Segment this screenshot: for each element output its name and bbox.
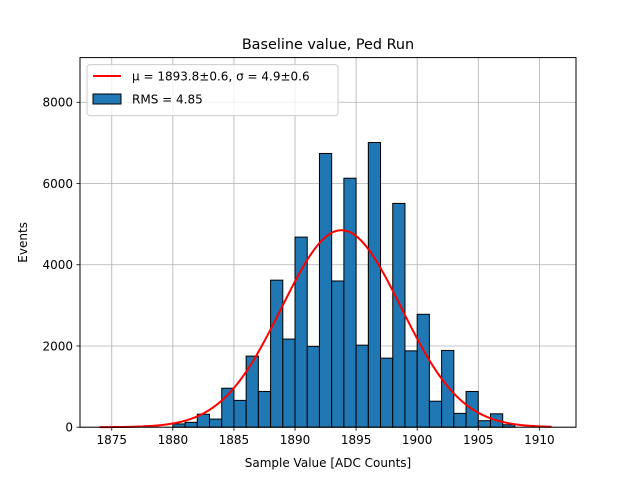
histogram-bar: [428, 400, 443, 428]
y-tick-layer: 0 2000 4000 6000 8000: [42, 96, 80, 435]
legend-box: [86, 64, 339, 117]
histogram-bar: [331, 280, 345, 428]
plot-frame: [79, 57, 577, 428]
histogram-bar: [441, 349, 455, 428]
legend-fit-label: μ = 1893.8±0.6, σ = 4.9±0.6: [132, 70, 310, 84]
histogram-bar: [184, 421, 198, 428]
histogram-bar: [318, 152, 333, 428]
histogram-bar: [355, 344, 369, 428]
histogram-bar: [306, 345, 320, 428]
histogram-bar: [367, 141, 382, 428]
x-tick-layer: 1875 1880 1885 1890 1895 1900 1905 1910: [96, 427, 555, 447]
x-tick-label: 1880: [158, 433, 189, 447]
histogram-bar: [392, 202, 406, 428]
x-tick-label: 1905: [463, 433, 494, 447]
fit-layer: [99, 229, 552, 429]
legend: μ = 1893.8±0.6, σ = 4.9±0.6 RMS = 4.85: [86, 64, 339, 117]
y-tick-label: 0: [65, 421, 73, 435]
chart-title: Baseline value, Ped Run: [242, 37, 414, 53]
histogram-bar: [294, 236, 308, 428]
histogram-bar: [416, 313, 430, 428]
x-tick-label: 1900: [402, 433, 433, 447]
x-tick-label: 1910: [524, 433, 555, 447]
histogram-bar: [270, 279, 284, 428]
histogram-bar: [208, 418, 223, 428]
legend-rms-label: RMS = 4.85: [132, 93, 203, 107]
histogram-bar: [257, 390, 272, 428]
x-tick-label: 1895: [341, 433, 372, 447]
histogram-bar: [380, 357, 394, 428]
histogram-bar: [282, 338, 296, 428]
y-axis-label: Events: [16, 222, 30, 263]
y-tick-label: 2000: [42, 339, 73, 353]
y-tick-label: 8000: [42, 96, 73, 110]
legend-rms-swatch: [92, 93, 122, 105]
x-tick-label: 1890: [280, 433, 311, 447]
histogram-bar: [477, 420, 491, 428]
x-tick-label: 1885: [219, 433, 250, 447]
histogram-bar: [453, 412, 467, 428]
y-tick-label: 4000: [42, 258, 73, 272]
x-tick-label: 1875: [96, 433, 127, 447]
histogram-bar: [343, 177, 357, 428]
histogram-bar: [245, 355, 259, 428]
gaussian-fit-line: [99, 229, 552, 429]
histogram-bar: [233, 399, 247, 428]
x-axis-label: Sample Value [ADC Counts]: [245, 456, 411, 470]
histogram-bar: [404, 350, 418, 428]
y-tick-label: 6000: [42, 177, 73, 191]
